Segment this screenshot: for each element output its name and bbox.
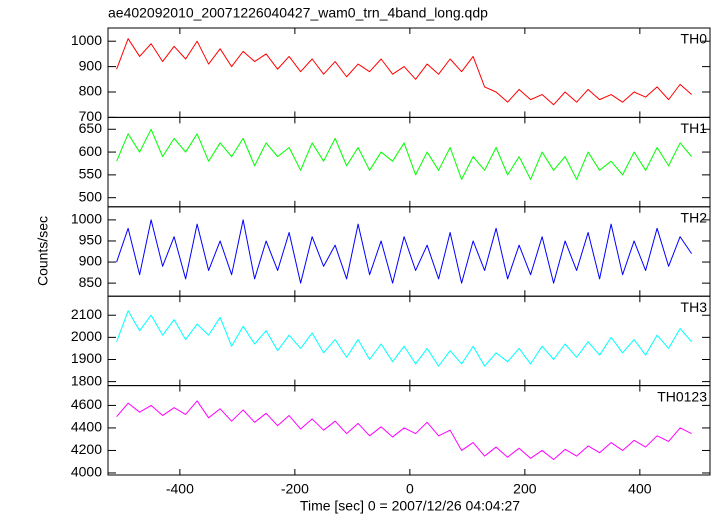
- y-tick-label: 700: [79, 108, 103, 124]
- panel-frame: [107, 385, 711, 476]
- series-line: [116, 38, 692, 106]
- y-tick-label: 900: [79, 253, 103, 269]
- y-tick-label: 4400: [71, 419, 102, 435]
- y-tick-label: 4600: [71, 396, 102, 412]
- series-line: [116, 128, 692, 180]
- x-tick-label: 400: [628, 481, 652, 497]
- series-line: [116, 219, 693, 284]
- y-tick-label: 2000: [71, 328, 102, 344]
- series-line: [116, 310, 692, 367]
- y-tick-label: 2100: [71, 306, 102, 322]
- y-tick-label: 1000: [71, 211, 102, 227]
- panel-frame: [107, 116, 711, 208]
- y-tick-label: 500: [79, 188, 103, 204]
- y-tick-label: 850: [79, 274, 103, 290]
- y-tick-label: 4200: [71, 441, 102, 457]
- y-tick-label: 800: [79, 83, 103, 99]
- x-tick-label: 200: [513, 481, 537, 497]
- y-tick-label: 1000: [71, 32, 102, 48]
- series-name: TH0123: [657, 388, 707, 404]
- x-tick-label: 0: [406, 481, 414, 497]
- y-axis-label: Counts/sec: [35, 216, 51, 286]
- series-name: TH3: [681, 299, 708, 315]
- series-name: TH0: [681, 31, 708, 47]
- chart-title: ae402092010_20071226040427_wam0_trn_4ban…: [108, 5, 488, 21]
- panel-frame: [107, 295, 711, 387]
- y-tick-label: 600: [79, 143, 103, 159]
- series-line: [116, 400, 692, 460]
- x-tick-label: -400: [166, 481, 194, 497]
- series-name: TH2: [681, 210, 708, 226]
- y-tick-label: 550: [79, 166, 103, 182]
- y-tick-label: 4000: [71, 464, 102, 480]
- y-tick-label: 950: [79, 232, 103, 248]
- x-axis-label: Time [sec] 0 = 2007/12/26 04:04:27: [300, 498, 520, 514]
- x-tick-label: -200: [281, 481, 309, 497]
- y-tick-label: 900: [79, 57, 103, 73]
- y-tick-label: 650: [79, 120, 103, 136]
- y-tick-label: 1800: [71, 372, 102, 388]
- series-name: TH1: [681, 120, 708, 136]
- y-tick-label: 1900: [71, 350, 102, 366]
